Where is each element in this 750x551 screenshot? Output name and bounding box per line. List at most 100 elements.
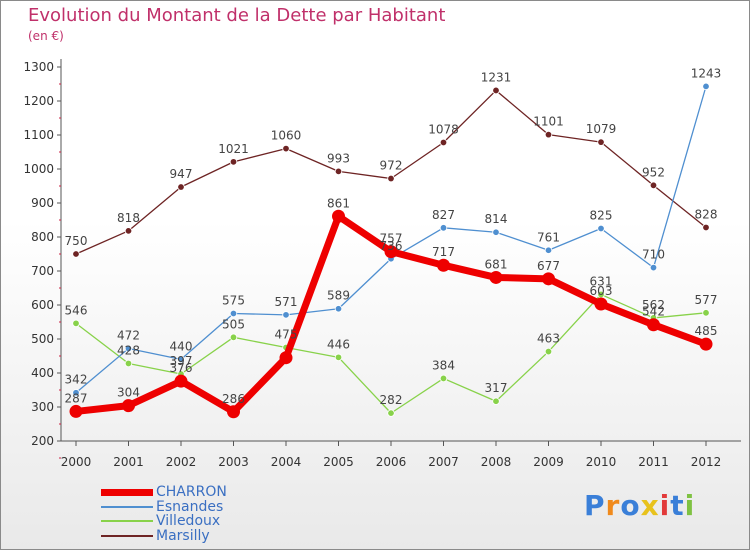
logo-letter: P — [584, 489, 606, 522]
data-label-marsilly: 952 — [642, 165, 665, 179]
data-label-esnandes: 589 — [327, 289, 350, 303]
data-label-charron: 286 — [222, 392, 245, 406]
data-point-charron — [174, 374, 188, 388]
data-point-villedoux — [229, 333, 238, 341]
data-label-marsilly: 1060 — [271, 129, 302, 143]
x-tick-label: 2006 — [376, 455, 407, 469]
legend-label: Villedoux — [156, 513, 221, 529]
data-label-charron: 677 — [537, 259, 560, 273]
data-label-charron: 861 — [327, 196, 350, 210]
data-label-villedoux: 317 — [485, 381, 508, 395]
x-tick-label: 2012 — [691, 455, 722, 469]
data-label-villedoux: 384 — [432, 358, 455, 372]
legend-swatch — [101, 488, 153, 496]
data-point-marsilly — [439, 138, 448, 147]
logo-letter: x — [640, 489, 660, 522]
data-point-marsilly — [492, 86, 500, 95]
data-point-charron — [542, 272, 555, 286]
data-point-esnandes — [72, 389, 80, 397]
data-point-esnandes — [177, 355, 185, 364]
data-point-esnandes — [124, 344, 133, 353]
data-label-villedoux: 428 — [117, 343, 140, 357]
data-point-marsilly — [229, 158, 238, 166]
legend-label: Esnandes — [156, 498, 224, 515]
data-point-charron — [122, 399, 135, 413]
data-point-charron — [594, 297, 608, 311]
logo-letter: o — [620, 489, 641, 522]
y-tick-label: 1100 — [23, 128, 54, 142]
data-label-villedoux: 463 — [537, 332, 560, 346]
data-point-villedoux — [544, 347, 553, 356]
data-label-marsilly: 1231 — [481, 70, 512, 84]
data-point-villedoux — [334, 353, 343, 362]
data-label-marsilly: 972 — [380, 159, 403, 173]
legend-label: CHARRON — [156, 484, 227, 500]
logo-letter: r — [605, 489, 621, 522]
data-label-villedoux: 562 — [642, 298, 665, 312]
data-point-esnandes — [544, 246, 553, 254]
y-tick-label: 200 — [31, 434, 54, 448]
legend-label: Marsilly — [156, 527, 210, 544]
logo-letter: i — [659, 489, 671, 522]
data-point-esnandes — [702, 82, 710, 91]
y-tick-label: 800 — [31, 230, 54, 244]
x-tick-label: 2005 — [323, 455, 354, 469]
x-tick-label: 2002 — [166, 455, 197, 469]
x-tick-label: 2007 — [428, 455, 459, 469]
data-point-villedoux — [492, 397, 500, 405]
data-point-esnandes — [492, 228, 500, 236]
data-label-marsilly: 1021 — [218, 142, 249, 156]
proxiti-logo: Proxiti — [584, 489, 695, 522]
y-tick-label: 500 — [31, 332, 54, 346]
data-label-villedoux: 475 — [275, 328, 298, 342]
data-point-marsilly — [597, 138, 605, 146]
data-label-villedoux: 446 — [327, 337, 350, 351]
data-label-marsilly: 1078 — [428, 122, 459, 136]
data-label-marsilly: 1079 — [586, 122, 617, 136]
data-label-esnandes: 825 — [590, 209, 613, 223]
data-label-charron: 681 — [485, 257, 508, 271]
data-point-marsilly — [177, 183, 185, 191]
logo-letter: t — [670, 489, 685, 522]
data-point-charron — [699, 337, 713, 351]
x-tick-label: 2004 — [271, 455, 302, 469]
data-label-charron: 376 — [170, 361, 193, 375]
data-label-esnandes: 736 — [380, 239, 403, 253]
logo-letter: i — [684, 489, 696, 522]
y-tick-label: 400 — [31, 366, 54, 380]
data-point-esnandes — [597, 224, 605, 233]
x-tick-label: 2001 — [113, 455, 144, 469]
data-label-villedoux: 397 — [170, 354, 193, 368]
data-label-charron: 287 — [65, 391, 88, 405]
data-label-esnandes: 761 — [537, 230, 560, 244]
data-point-charron — [227, 405, 240, 419]
y-tick-label: 300 — [31, 400, 54, 414]
x-tick-label: 2011 — [638, 455, 669, 469]
legend-swatch — [101, 520, 153, 522]
data-point-marsilly — [124, 227, 133, 235]
data-label-esnandes: 472 — [117, 329, 140, 343]
data-label-esnandes: 440 — [170, 339, 193, 353]
x-tick-label: 2003 — [218, 455, 249, 469]
x-tick-label: 2009 — [533, 455, 564, 469]
data-label-charron: 757 — [380, 232, 403, 246]
y-tick-label: 700 — [31, 264, 54, 278]
data-label-villedoux: 546 — [65, 303, 88, 317]
data-label-marsilly: 993 — [327, 151, 350, 165]
y-tick-label: 900 — [31, 196, 54, 210]
y-tick-label: 600 — [31, 298, 54, 312]
y-tick-label: 1000 — [23, 162, 54, 176]
data-point-villedoux — [439, 374, 448, 383]
data-point-villedoux — [702, 309, 710, 317]
data-point-marsilly — [282, 144, 290, 153]
data-label-esnandes: 575 — [222, 294, 245, 308]
data-point-charron — [332, 209, 345, 223]
data-label-esnandes: 571 — [275, 295, 298, 309]
legend-swatch — [101, 505, 153, 508]
data-label-villedoux: 282 — [380, 393, 403, 407]
data-point-marsilly — [702, 223, 710, 232]
data-point-charron — [69, 404, 83, 418]
y-tick-label: 1200 — [23, 94, 54, 108]
